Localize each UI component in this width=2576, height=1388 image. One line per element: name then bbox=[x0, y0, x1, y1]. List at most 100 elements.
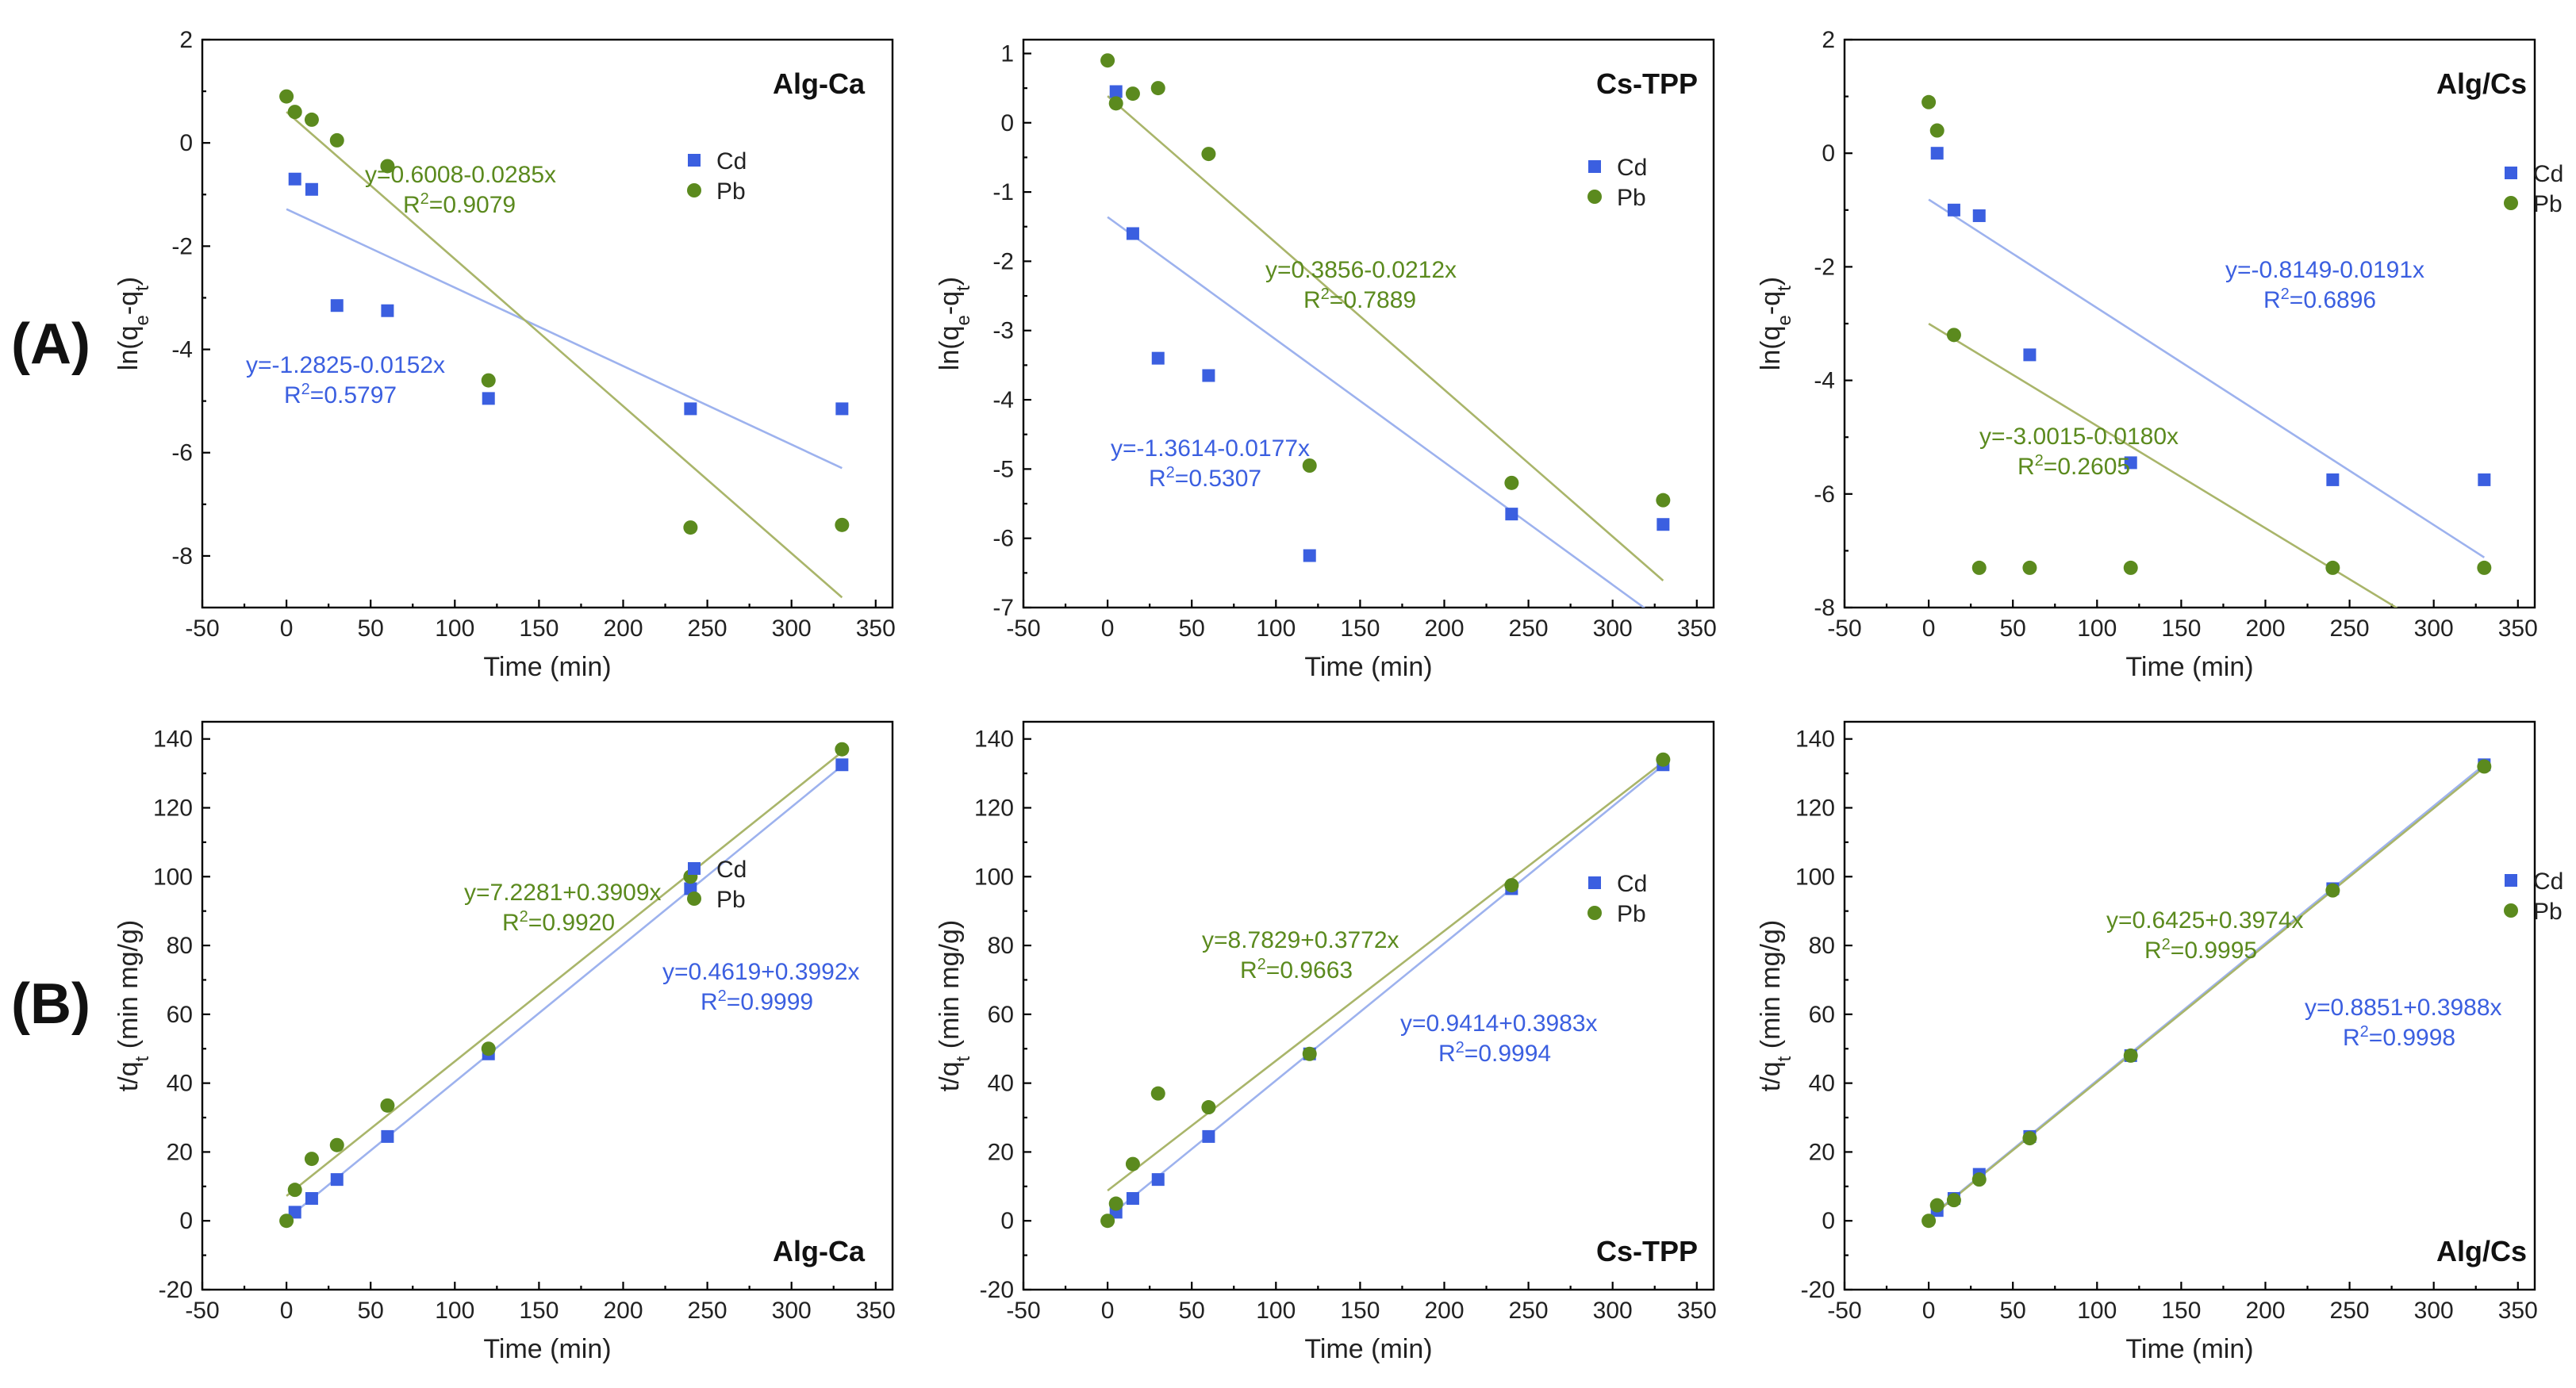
data-point-pb bbox=[1929, 1198, 1944, 1213]
data-point-cd bbox=[2326, 473, 2340, 486]
y-tick-label: 120 bbox=[153, 795, 193, 821]
y-axis-label: t/qt (min mg/g) bbox=[935, 920, 974, 1091]
legend-label-pb: Pb bbox=[2533, 899, 2563, 925]
x-tick-label: 50 bbox=[358, 1298, 384, 1324]
x-tick-label: 250 bbox=[2330, 1298, 2370, 1324]
data-point-pb bbox=[279, 89, 294, 104]
x-tick-label: 100 bbox=[435, 615, 474, 642]
data-point-cd bbox=[381, 304, 394, 317]
data-point-pb bbox=[380, 159, 395, 174]
fit-line-cd bbox=[1107, 764, 1664, 1219]
x-tick-label: -50 bbox=[1827, 615, 1861, 642]
y-tick-label: 0 bbox=[1822, 140, 1835, 167]
legend-marker-cd bbox=[1588, 160, 1601, 173]
legend-marker-pb bbox=[1587, 190, 1602, 204]
fit-r2-cd: R2=0.6896 bbox=[2263, 286, 2376, 313]
legend-marker-cd bbox=[688, 154, 701, 167]
x-tick-label: -50 bbox=[1827, 1298, 1861, 1324]
y-axis-label: ln(qe-qt) bbox=[113, 277, 153, 370]
fit-r2-cd: R2=0.9998 bbox=[2343, 1023, 2455, 1051]
fit-r2-pb: R2=0.9920 bbox=[502, 908, 615, 936]
x-tick-label: 200 bbox=[603, 615, 643, 642]
x-tick-label: 0 bbox=[280, 1298, 294, 1324]
x-axis-label: Time (min) bbox=[2125, 652, 2253, 682]
data-point-cd bbox=[381, 1129, 394, 1143]
fit-equation-cd: y=0.8851+0.3988x bbox=[2305, 995, 2502, 1021]
fit-lines bbox=[1107, 95, 1664, 608]
x-tick-label: 100 bbox=[1256, 615, 1296, 642]
fit-lines bbox=[286, 111, 843, 599]
legend-marker-cd bbox=[2505, 874, 2517, 887]
y-tick-label: -2 bbox=[992, 248, 1014, 274]
x-tick-label: 350 bbox=[1677, 615, 1717, 642]
panel-title: Alg-Ca bbox=[773, 1235, 866, 1267]
x-tick-label: 0 bbox=[1922, 615, 1936, 642]
y-tick-label: -7 bbox=[992, 595, 1014, 621]
x-tick-label: 300 bbox=[1593, 1298, 1633, 1324]
x-tick-label: 100 bbox=[2077, 615, 2117, 642]
data-point-pb bbox=[1946, 328, 1961, 343]
y-tick-label: 60 bbox=[167, 1002, 193, 1028]
x-tick-label: 250 bbox=[688, 615, 727, 642]
x-tick-label: -50 bbox=[185, 1298, 219, 1324]
data-point-pb bbox=[1302, 1046, 1317, 1061]
y-tick-label: 140 bbox=[974, 727, 1014, 753]
data-point-pb bbox=[2123, 1048, 2138, 1063]
data-point-pb bbox=[481, 373, 496, 388]
data-point-pb bbox=[304, 112, 319, 127]
y-tick-label: -5 bbox=[992, 456, 1014, 482]
legend-label-pb: Pb bbox=[2533, 191, 2563, 217]
fit-lines bbox=[286, 751, 843, 1221]
x-tick-label: 50 bbox=[1179, 1298, 1205, 1324]
x-tick-label: 200 bbox=[603, 1298, 643, 1324]
fit-equation-cd: y=-1.2825-0.0152x bbox=[246, 352, 445, 378]
fit-r2-pb: R2=0.7889 bbox=[1303, 286, 1416, 313]
data-point-pb bbox=[279, 1214, 294, 1229]
y-tick-label: 0 bbox=[179, 1208, 193, 1234]
y-tick-label: -8 bbox=[1814, 595, 1835, 621]
y-tick-label: 120 bbox=[974, 795, 1014, 821]
legend-marker-pb bbox=[1587, 906, 1602, 920]
row-label-a: (A) bbox=[11, 312, 90, 376]
chart-panel: -50 0 50 100 150 200 250 300 350 -8 -6 -4 -2 0 2 Time (… bbox=[113, 27, 896, 682]
data-point-pb bbox=[1125, 86, 1140, 102]
y-tick-label: 80 bbox=[988, 933, 1014, 959]
y-tick-label: -6 bbox=[992, 526, 1014, 552]
fit-lines bbox=[1107, 761, 1664, 1219]
y-tick-label: 20 bbox=[167, 1139, 193, 1165]
x-tick-label: 200 bbox=[2245, 1298, 2285, 1324]
y-tick-label: 80 bbox=[167, 933, 193, 959]
data-point-pb bbox=[1656, 752, 1671, 767]
x-tick-label: 350 bbox=[856, 615, 896, 642]
data-point-pb bbox=[1971, 1172, 1987, 1187]
y-tick-label: 140 bbox=[153, 727, 193, 753]
y-axis-label: t/qt (min mg/g) bbox=[113, 920, 153, 1091]
legend-marker-cd bbox=[2505, 167, 2517, 179]
data-point-pb bbox=[1100, 1214, 1115, 1229]
plot-frame bbox=[1843, 720, 2536, 1291]
panel-title: Cs-TPP bbox=[1596, 67, 1698, 100]
data-point-pb bbox=[329, 132, 344, 148]
data-point-pb bbox=[304, 1152, 319, 1167]
data-point-cd bbox=[2023, 348, 2037, 362]
x-tick-label: 100 bbox=[2077, 1298, 2117, 1324]
data-point-pb bbox=[1656, 493, 1671, 508]
fit-r2-pb: R2=0.2605 bbox=[2017, 452, 2130, 480]
x-tick-label: 350 bbox=[856, 1298, 896, 1324]
x-tick-label: 0 bbox=[280, 615, 294, 642]
y-axis-label: t/qt (min mg/g) bbox=[1756, 920, 1795, 1091]
fit-equation-cd: y=0.9414+0.3983x bbox=[1400, 1010, 1598, 1037]
x-tick-label: 250 bbox=[1509, 1298, 1549, 1324]
data-point-cd bbox=[1126, 1192, 1139, 1206]
x-tick-label: 200 bbox=[1424, 615, 1464, 642]
fit-line-cd bbox=[286, 208, 843, 470]
y-tick-label: -20 bbox=[159, 1277, 193, 1303]
x-tick-label: -50 bbox=[185, 615, 219, 642]
x-tick-label: 250 bbox=[1509, 615, 1549, 642]
y-tick-label: 0 bbox=[179, 130, 193, 156]
y-tick-label: -4 bbox=[1814, 368, 1835, 394]
y-tick-label: -3 bbox=[992, 318, 1014, 344]
data-point-cd bbox=[1505, 508, 1518, 521]
data-point-cd bbox=[330, 1173, 344, 1187]
data-point-cd bbox=[1109, 85, 1123, 98]
